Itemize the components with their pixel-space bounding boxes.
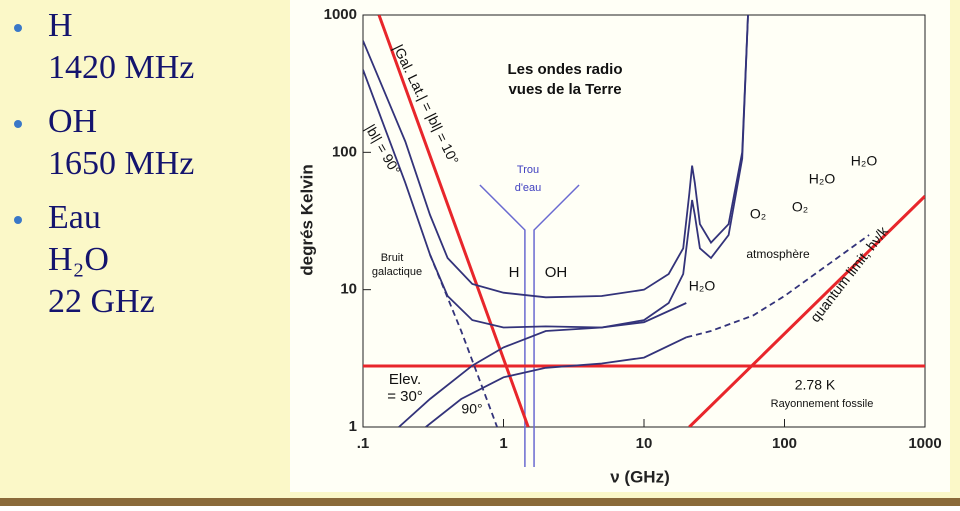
x-tick-label: 1000 bbox=[908, 435, 941, 452]
annotation: H₂O bbox=[689, 278, 716, 294]
series-line bbox=[363, 15, 749, 299]
bullet-dot bbox=[14, 120, 22, 128]
annotation: O₂ bbox=[750, 206, 766, 222]
x-axis-label: ν (GHz) bbox=[610, 467, 670, 486]
bullet-label: OH bbox=[48, 103, 97, 140]
y-tick-label: 1 bbox=[349, 418, 357, 435]
annotation: H₂O bbox=[851, 153, 878, 169]
x-tick-label: 100 bbox=[772, 435, 797, 452]
chart-title: Les ondes radio bbox=[507, 61, 622, 78]
chart-panel bbox=[290, 0, 950, 492]
y-tick-label: 100 bbox=[332, 143, 357, 160]
annotation: Trou bbox=[517, 164, 539, 176]
chart-title: vues de la Terre bbox=[508, 81, 621, 98]
annotation: O₂ bbox=[792, 199, 808, 215]
series-line bbox=[377, 15, 530, 427]
y-axis-label: degrés Kelvin bbox=[297, 164, 316, 276]
border bbox=[0, 498, 960, 506]
bullet-detail: 22 GHz bbox=[48, 283, 155, 320]
annotation: Rayonnement fossile bbox=[771, 398, 874, 410]
annotation: Elev. bbox=[389, 371, 421, 388]
annotation: galactique bbox=[372, 266, 422, 278]
annotation: d'eau bbox=[515, 182, 542, 194]
water-hole bbox=[479, 184, 580, 467]
series-line bbox=[429, 254, 498, 427]
series-line bbox=[688, 195, 925, 427]
bullet-detail: 1650 MHz bbox=[48, 145, 194, 182]
series-line bbox=[398, 302, 687, 427]
y-tick-label: 1000 bbox=[324, 6, 357, 23]
x-tick-label: 10 bbox=[636, 435, 653, 452]
bullet-label: H bbox=[48, 7, 73, 44]
x-tick-label: 1 bbox=[499, 435, 507, 452]
bullet-detail: 1420 MHz bbox=[48, 49, 194, 86]
bullet-detail: H₂O bbox=[48, 241, 109, 278]
bullet-label: Eau bbox=[48, 199, 101, 236]
x-tick-label: .1 bbox=[357, 435, 370, 452]
annotation: Bruit bbox=[381, 252, 404, 264]
annotation: 90° bbox=[461, 401, 482, 417]
annotation: 2.78 K bbox=[795, 377, 836, 393]
series-line bbox=[425, 336, 687, 427]
annotation: atmosphère bbox=[746, 247, 810, 261]
y-tick-label: 10 bbox=[340, 281, 357, 298]
annotation: = 30° bbox=[387, 388, 423, 405]
annotation: H bbox=[509, 264, 520, 281]
annotation: H₂O bbox=[809, 171, 836, 187]
annotation: OH bbox=[545, 264, 568, 281]
series-line bbox=[686, 234, 870, 339]
bullet-dot bbox=[14, 216, 22, 224]
bullet-dot bbox=[14, 24, 22, 32]
